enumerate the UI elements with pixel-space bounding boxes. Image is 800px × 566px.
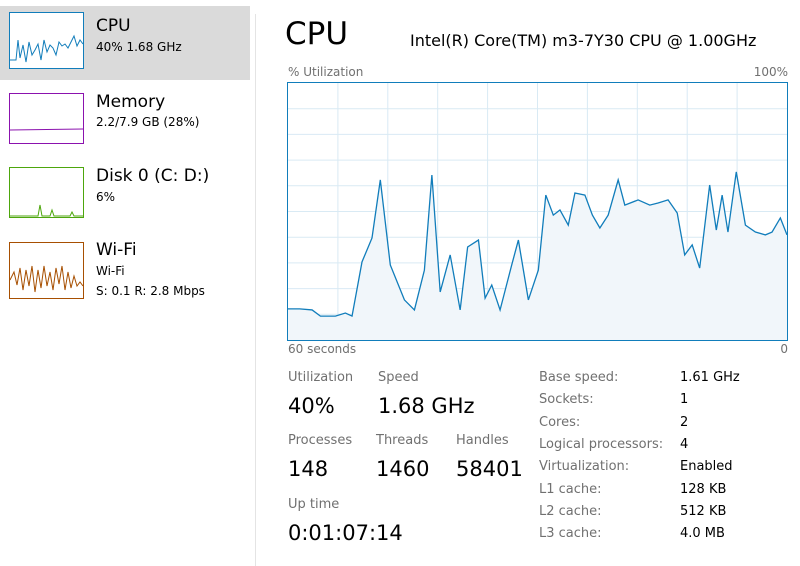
page-title: CPU	[285, 16, 349, 52]
thumbnails	[9, 12, 84, 299]
item-detail: 2.2/7.9 GB (28%)	[96, 115, 200, 129]
stat-label: Threads	[376, 433, 429, 448]
item-title[interactable]: Disk 0 (C: D:)	[96, 166, 210, 186]
spec-value: Enabled	[680, 459, 733, 475]
stat-value: 148	[288, 457, 329, 481]
x-label: 60 seconds	[288, 342, 357, 356]
item-title[interactable]: CPU	[96, 16, 131, 36]
cpu-thumb	[9, 12, 84, 69]
stat-value: 1.68 GHz	[378, 394, 475, 418]
stat-value: 1460	[376, 457, 430, 481]
spec-label: Base speed:	[539, 370, 619, 385]
item-detail: 40% 1.68 GHz	[96, 40, 182, 54]
graph-border	[287, 82, 788, 341]
spec-value: 4.0 MB	[680, 526, 725, 542]
y-label: % Utilization	[288, 65, 364, 79]
stat-value: 40%	[288, 394, 335, 418]
stat-label: Up time	[288, 497, 340, 512]
utilization-line	[288, 171, 788, 318]
spec-label: L3 cache:	[539, 526, 602, 542]
stat-label: Handles	[456, 433, 509, 448]
item-detail: S: 0.1 R: 2.8 Mbps	[96, 284, 205, 298]
item-detail: 6%	[96, 190, 116, 204]
wifi-thumb-line	[9, 265, 84, 293]
cpu-graph	[287, 82, 788, 341]
spec-label: Sockets:	[539, 392, 594, 408]
stat-value: 0:01:07:14	[288, 521, 403, 545]
spec-value: 4	[680, 436, 689, 452]
spec-value: 128 KB	[680, 481, 727, 497]
memory-thumb-line	[9, 128, 84, 131]
wifi-thumb	[9, 242, 84, 299]
spec-value: 1.61 GHz	[680, 370, 740, 385]
item-title[interactable]: Wi-Fi	[96, 240, 137, 260]
stat-label: Processes	[288, 433, 353, 448]
spec-label: Logical processors:	[539, 436, 664, 452]
spec-label: L2 cache:	[539, 503, 602, 519]
stat-label: Utilization	[288, 370, 354, 385]
spec-value: 2	[680, 414, 689, 430]
disk-thumb	[9, 167, 84, 218]
cpu-model: Intel(R) Core(TM) m3-7Y30 CPU @ 1.00GHz	[410, 31, 757, 50]
disk-thumb-line	[10, 204, 83, 217]
item-title[interactable]: Memory	[96, 92, 166, 112]
y-max-label: 100%	[753, 65, 788, 79]
spec-value: 512 KB	[680, 503, 727, 519]
cpu-thumb-line	[10, 34, 84, 63]
item-detail: Wi-Fi	[96, 264, 125, 278]
stat-value: 58401	[456, 457, 523, 481]
stat-label: Speed	[378, 370, 419, 385]
separator	[255, 14, 256, 566]
spec-value: 1	[680, 392, 689, 408]
spec-label: Cores:	[539, 414, 581, 430]
spec-label: Virtualization:	[539, 459, 630, 475]
spec-label: L1 cache:	[539, 481, 602, 497]
area	[288, 171, 787, 340]
memory-thumb	[9, 93, 84, 144]
x-end-label: 0	[780, 342, 788, 356]
